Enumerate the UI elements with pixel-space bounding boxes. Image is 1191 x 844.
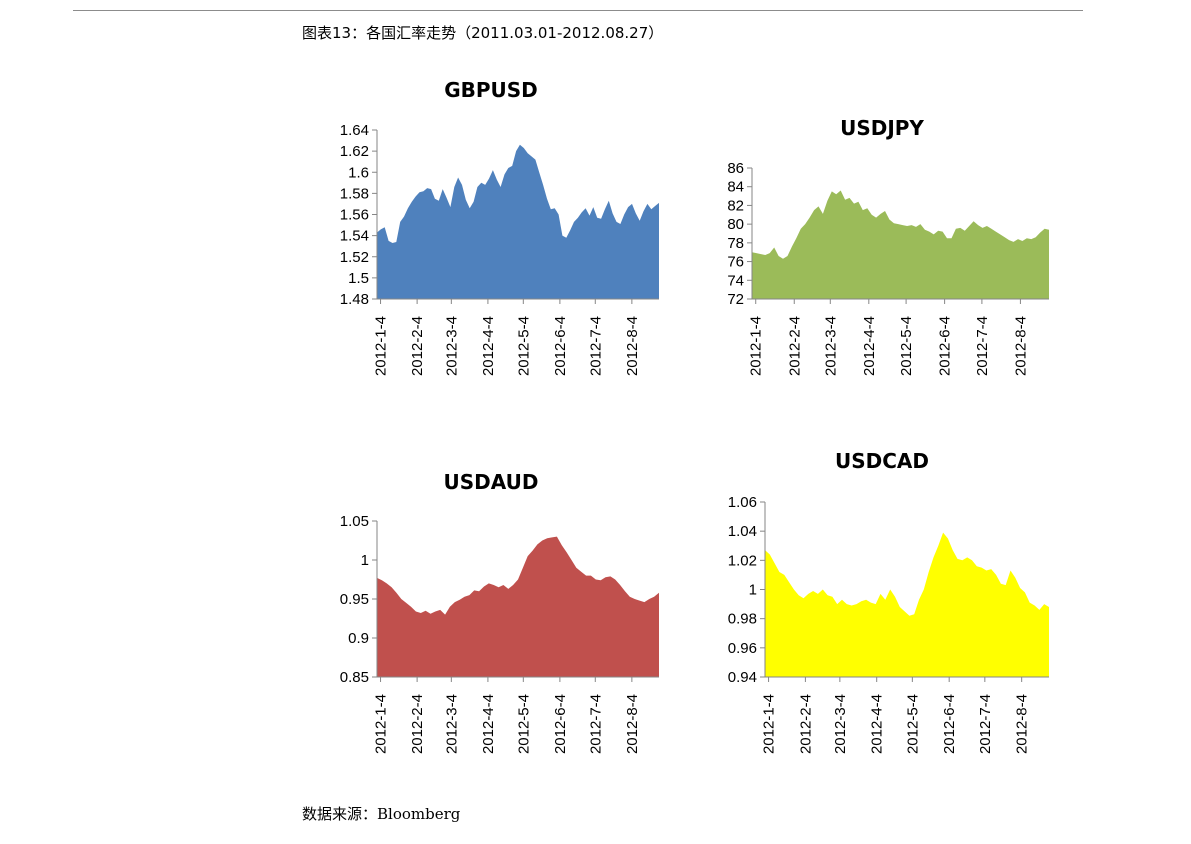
x-tick-label: 2012-8-4 <box>1014 694 1031 754</box>
y-tick-label: 1.52 <box>340 249 369 266</box>
x-tick-label: 2012-7-4 <box>587 316 604 376</box>
y-tick-label: 0.96 <box>728 640 757 657</box>
x-tick-label: 2012-2-4 <box>786 316 803 376</box>
y-tick-label: 1.64 <box>340 122 369 139</box>
x-tick-label: 2012-5-4 <box>515 316 532 376</box>
x-tick-label: 2012-5-4 <box>898 316 915 376</box>
x-tick-label: 2012-4-4 <box>480 694 497 754</box>
y-tick-label: 82 <box>727 197 744 214</box>
x-tick-label: 2012-4-4 <box>869 694 886 754</box>
y-tick-label: 1.58 <box>340 185 369 202</box>
y-tick-label: 1.5 <box>348 270 369 287</box>
y-tick-label: 80 <box>727 216 744 233</box>
y-tick-label: 76 <box>727 254 744 271</box>
x-tick-label: 2012-1-4 <box>373 316 390 376</box>
x-tick-label: 2012-7-4 <box>977 694 994 754</box>
x-tick-label: 2012-6-4 <box>941 694 958 754</box>
y-tick-label: 86 <box>727 160 744 177</box>
series-area <box>765 532 1049 677</box>
x-tick-label: 2012-1-4 <box>761 694 778 754</box>
x-tick-label: 2012-7-4 <box>974 316 991 376</box>
x-tick-label: 2012-2-4 <box>797 694 814 754</box>
y-tick-label: 1.48 <box>340 291 369 308</box>
y-tick-label: 1.06 <box>728 494 757 511</box>
y-tick-label: 1 <box>361 552 369 569</box>
x-tick-label: 2012-6-4 <box>937 316 954 376</box>
y-tick-label: 1.56 <box>340 207 369 224</box>
x-tick-label: 2012-1-4 <box>373 694 390 754</box>
x-tick-label: 2012-2-4 <box>409 316 426 376</box>
y-tick-label: 0.94 <box>728 669 757 686</box>
y-tick-label: 1.54 <box>340 228 369 245</box>
x-tick-label: 2012-5-4 <box>515 694 532 754</box>
x-tick-label: 2012-8-4 <box>1012 316 1029 376</box>
y-tick-label: 72 <box>727 291 744 308</box>
series-area <box>377 536 659 677</box>
figure-caption: 图表13：各国汇率走势（2011.03.01-2012.08.27） <box>302 24 664 42</box>
x-tick-label: 2012-3-4 <box>822 316 839 376</box>
chart-title: USDCAD <box>835 449 929 473</box>
y-tick-label: 1 <box>749 582 757 599</box>
x-tick-label: 2012-5-4 <box>904 694 921 754</box>
y-tick-label: 84 <box>727 179 744 196</box>
x-tick-label: 2012-1-4 <box>748 316 765 376</box>
top-divider <box>73 10 1083 11</box>
y-tick-label: 1.6 <box>348 164 369 181</box>
y-tick-label: 1.02 <box>728 552 757 569</box>
x-tick-label: 2012-3-4 <box>443 316 460 376</box>
x-tick-label: 2012-6-4 <box>552 316 569 376</box>
x-tick-label: 2012-7-4 <box>587 694 604 754</box>
y-tick-label: 0.98 <box>728 611 757 628</box>
y-tick-label: 0.85 <box>340 669 369 686</box>
y-tick-label: 1.04 <box>728 523 757 540</box>
x-tick-label: 2012-4-4 <box>861 316 878 376</box>
x-tick-label: 2012-6-4 <box>552 694 569 754</box>
chart-title: GBPUSD <box>444 78 538 102</box>
x-tick-label: 2012-3-4 <box>832 694 849 754</box>
x-tick-label: 2012-3-4 <box>443 694 460 754</box>
y-tick-label: 78 <box>727 235 744 252</box>
x-tick-label: 2012-2-4 <box>409 694 426 754</box>
chart-title: USDJPY <box>840 116 924 140</box>
x-tick-label: 2012-4-4 <box>480 316 497 376</box>
y-tick-label: 74 <box>727 272 744 289</box>
y-tick-label: 1.62 <box>340 143 369 160</box>
y-tick-label: 0.95 <box>340 591 369 608</box>
series-area <box>752 190 1049 299</box>
y-tick-label: 0.9 <box>348 630 369 647</box>
x-tick-label: 2012-8-4 <box>624 316 641 376</box>
series-area <box>377 144 659 299</box>
y-tick-label: 1.05 <box>340 513 369 530</box>
source-note: 数据来源：Bloomberg <box>302 805 461 823</box>
chart-title: USDAUD <box>444 470 539 494</box>
x-tick-label: 2012-8-4 <box>624 694 641 754</box>
